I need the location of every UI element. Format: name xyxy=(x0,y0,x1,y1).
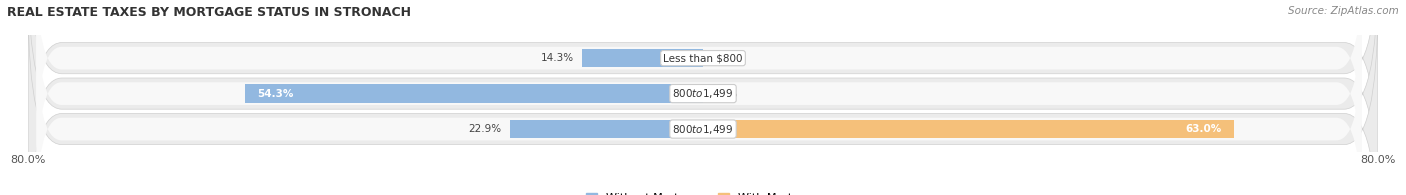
Text: $800 to $1,499: $800 to $1,499 xyxy=(672,87,734,100)
FancyBboxPatch shape xyxy=(37,0,1361,189)
Text: 22.9%: 22.9% xyxy=(468,124,502,134)
Bar xyxy=(245,84,703,103)
Bar xyxy=(582,49,703,67)
Bar xyxy=(703,120,1234,138)
Legend: Without Mortgage, With Mortgage: Without Mortgage, With Mortgage xyxy=(582,188,824,195)
Text: REAL ESTATE TAXES BY MORTGAGE STATUS IN STRONACH: REAL ESTATE TAXES BY MORTGAGE STATUS IN … xyxy=(7,6,411,19)
FancyBboxPatch shape xyxy=(28,0,1378,195)
Text: 63.0%: 63.0% xyxy=(1185,124,1222,134)
FancyBboxPatch shape xyxy=(37,0,1361,153)
FancyBboxPatch shape xyxy=(37,34,1361,195)
Text: 0.0%: 0.0% xyxy=(711,53,738,63)
Text: 14.3%: 14.3% xyxy=(541,53,574,63)
Text: Source: ZipAtlas.com: Source: ZipAtlas.com xyxy=(1288,6,1399,16)
Bar xyxy=(510,120,703,138)
Text: Less than $800: Less than $800 xyxy=(664,53,742,63)
FancyBboxPatch shape xyxy=(28,3,1378,195)
Text: 54.3%: 54.3% xyxy=(257,89,294,99)
FancyBboxPatch shape xyxy=(28,0,1378,184)
Text: $800 to $1,499: $800 to $1,499 xyxy=(672,122,734,136)
Text: 0.0%: 0.0% xyxy=(711,89,738,99)
